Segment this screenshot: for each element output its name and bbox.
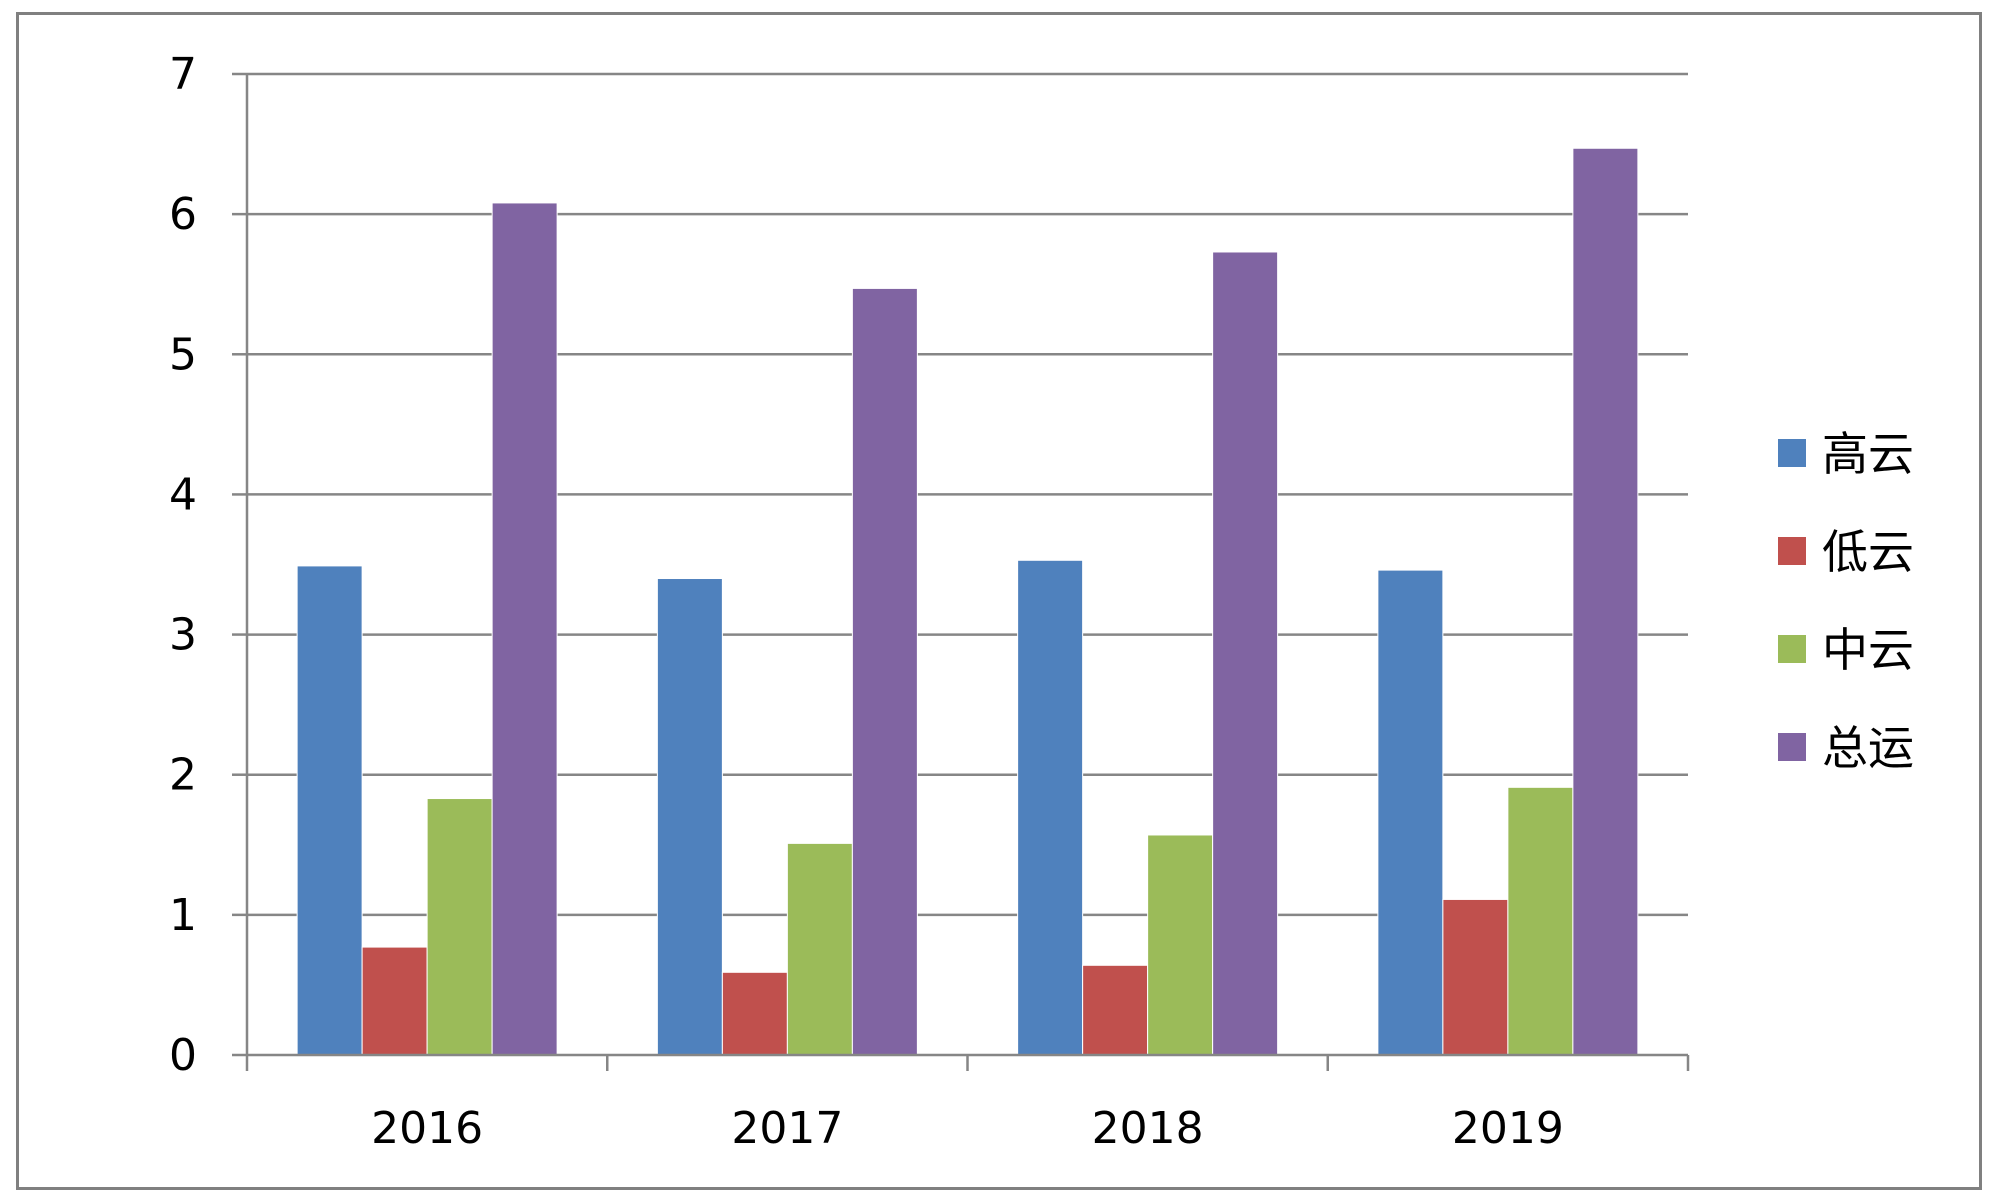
bar [1017, 559, 1084, 1056]
gridlines [247, 72, 1688, 917]
y-tick-labels: 0 1 2 3 4 5 6 7 [169, 49, 197, 1081]
legend-label: 中云 [1822, 623, 1914, 677]
x-tick-label: 2018 [1092, 1103, 1204, 1154]
bar [1572, 147, 1639, 1056]
legend-swatch [1778, 733, 1806, 761]
y-tick-label: 1 [169, 890, 197, 941]
y-tick-label: 7 [169, 49, 197, 100]
x-tick-labels: 2016 2017 2018 2019 [371, 1103, 1564, 1154]
legend-swatch [1778, 537, 1806, 565]
legend-label: 低云 [1822, 525, 1914, 579]
bar [721, 971, 788, 1056]
legend-label: 总运 [1822, 721, 1914, 775]
bar [1442, 898, 1509, 1056]
bar [491, 202, 558, 1056]
y-tick-label: 5 [169, 329, 197, 380]
bar [426, 798, 493, 1056]
y-tick-label: 2 [169, 750, 197, 801]
legend-swatch [1778, 635, 1806, 663]
bar [1377, 569, 1444, 1056]
bar [1082, 964, 1149, 1056]
legend-swatch [1778, 439, 1806, 467]
bar [1147, 834, 1214, 1056]
y-tick-label: 6 [169, 189, 197, 240]
bar [361, 946, 428, 1056]
y-tick-label: 4 [169, 469, 197, 520]
x-tick-label: 2016 [371, 1103, 483, 1154]
bar [656, 578, 723, 1056]
x-tick-label: 2019 [1452, 1103, 1564, 1154]
bar [1507, 786, 1574, 1056]
bar [786, 842, 853, 1056]
bar [1212, 251, 1279, 1056]
y-tick-label: 3 [169, 610, 197, 661]
bars [296, 147, 1639, 1056]
bar [296, 565, 363, 1056]
bar [851, 287, 918, 1056]
axes [232, 72, 1690, 1071]
legend-label: 高云 [1822, 427, 1914, 481]
x-tick-label: 2017 [731, 1103, 843, 1154]
y-tick-label: 0 [169, 1030, 197, 1081]
